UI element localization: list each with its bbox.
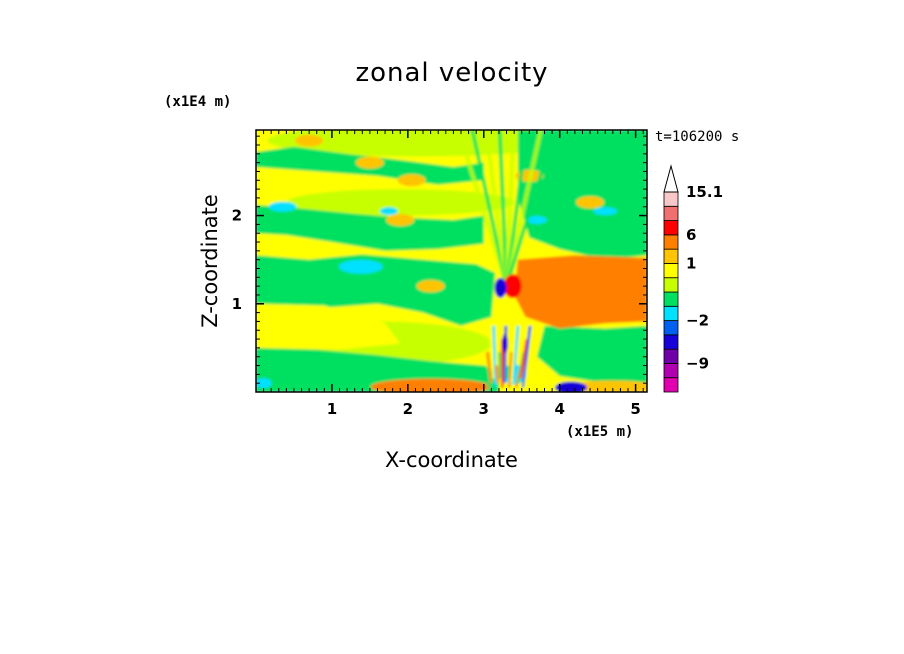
light-band-1: [286, 189, 515, 216]
colorbar-level-11: [663, 220, 679, 236]
colorbar-label-4: −9: [686, 354, 709, 372]
cyan-patch-1: [379, 207, 398, 216]
x-tick-label-3: 4: [554, 400, 564, 418]
colorbar-level-0: [663, 377, 679, 393]
yellow-lens: [256, 303, 401, 350]
wave-beam-0: [456, 130, 509, 287]
red-core: [503, 274, 522, 299]
cyan-patch-0: [338, 259, 383, 274]
x-tick-label-1: 2: [403, 400, 413, 418]
colorbar-label-1: 6: [686, 226, 696, 244]
y-tick-label-0: 1: [232, 295, 242, 313]
colorbar-level-2: [663, 348, 679, 364]
chart-title: zonal velocity: [355, 58, 549, 88]
blue-streak: [502, 333, 509, 354]
colorbar-level-6: [663, 291, 679, 307]
cyan-patch-2: [268, 201, 297, 212]
time-label: t=106200 s: [655, 129, 740, 145]
x-axis-label: X-coordinate: [385, 448, 518, 472]
wave-streak-3: [492, 325, 497, 388]
wave-streak-15: [521, 325, 532, 388]
colorbar-level-4: [663, 320, 679, 336]
orange-patch-3: [416, 280, 445, 293]
colorbar-level-7: [663, 277, 679, 293]
wave-streak-8: [505, 365, 511, 379]
colorbar: 15.1 6 1 −2 −9: [663, 164, 723, 393]
colorbar-arrow: [663, 164, 679, 193]
wave-streak-0: [483, 365, 490, 388]
wave-streak-11: [512, 325, 520, 379]
colorbar-level-12: [663, 205, 679, 221]
colorbar-level-1: [663, 363, 679, 379]
light-orange-surface: [567, 380, 647, 392]
wave-streak-1: [486, 352, 493, 384]
cyan-patch-5: [256, 378, 272, 389]
blue-surface-blob: [555, 381, 588, 392]
blue-core: [494, 277, 507, 298]
y-axis-unit: (x1E4 m): [164, 94, 232, 110]
x-tick-label-0: 1: [327, 400, 337, 418]
wave-beam-5: [504, 130, 530, 287]
plot-frame: [255, 129, 648, 393]
green-band-5: [536, 325, 647, 388]
orange-patch-1: [355, 156, 384, 169]
wave-beam-2: [484, 130, 509, 287]
wave-beam-3: [497, 130, 509, 287]
colorbar-level-13: [663, 191, 679, 207]
colorbar-label-3: −2: [686, 312, 709, 330]
wave-beam-6: [504, 130, 543, 287]
wave-beam-1: [470, 130, 509, 287]
cyan-patch-3: [526, 215, 547, 224]
orange-region: [514, 255, 647, 329]
colorbar-level-8: [663, 263, 679, 279]
light-band-0: [267, 130, 572, 157]
colorbar-label-2: 1: [686, 254, 696, 272]
colorbar-level-9: [663, 248, 679, 264]
cyan-patch-4: [593, 207, 618, 216]
wave-streak-2: [489, 339, 495, 379]
x-tick-label-4: 5: [630, 400, 640, 418]
green-band-4: [517, 130, 647, 260]
colorbar-level-10: [663, 234, 679, 250]
axis-ticks: 1 2 3 4 5 1 2: [232, 130, 647, 418]
x-tick-label-2: 3: [479, 400, 489, 418]
orange-patch-4: [386, 213, 415, 226]
x-axis-unit: (x1E5 m): [566, 424, 634, 440]
y-tick-label-1: 2: [232, 207, 242, 225]
colorbar-level-3: [663, 334, 679, 350]
colorbar-label-0: 15.1: [686, 183, 723, 201]
orange-patch-2: [295, 134, 324, 147]
orange-patch-0: [397, 174, 426, 187]
colorbar-level-5: [663, 305, 679, 321]
wave-beam-4: [504, 130, 516, 287]
wave-streak-5: [498, 352, 502, 379]
green-band-1: [256, 204, 484, 251]
orange-patch-6: [576, 196, 605, 209]
wave-beam-7: [504, 130, 557, 287]
contour-field: [256, 130, 647, 392]
wave-streak-4: [495, 365, 499, 384]
